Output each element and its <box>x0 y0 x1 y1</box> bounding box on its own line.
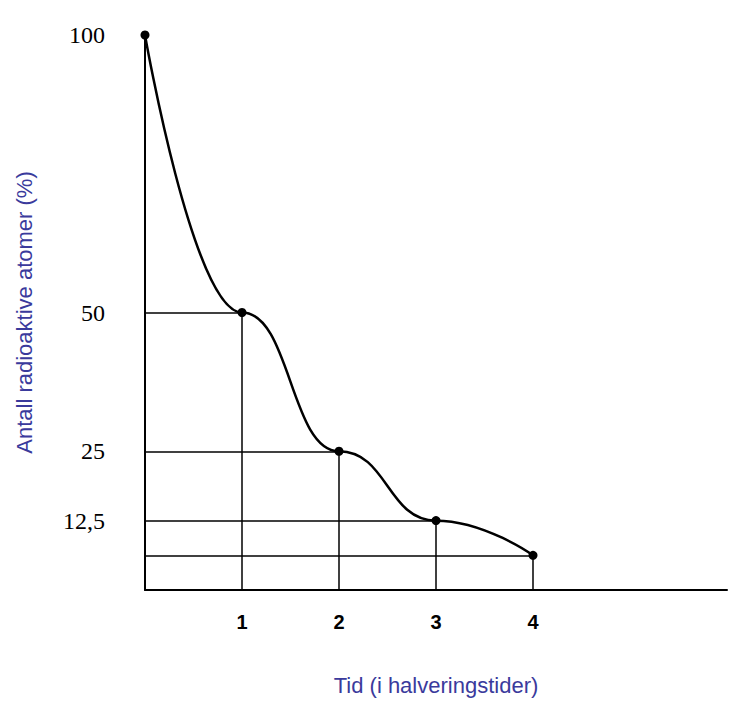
svg-text:50: 50 <box>81 300 105 326</box>
svg-text:3: 3 <box>430 611 441 633</box>
svg-text:12,5: 12,5 <box>63 508 105 534</box>
svg-text:25: 25 <box>81 438 105 464</box>
svg-text:4: 4 <box>527 611 539 633</box>
svg-text:2: 2 <box>333 611 344 633</box>
svg-text:Tid (i halveringstider): Tid (i halveringstider) <box>334 673 539 698</box>
svg-text:Antall radioaktive atomer (%): Antall radioaktive atomer (%) <box>12 171 37 453</box>
svg-text:1: 1 <box>236 611 247 633</box>
svg-text:100: 100 <box>69 22 105 48</box>
